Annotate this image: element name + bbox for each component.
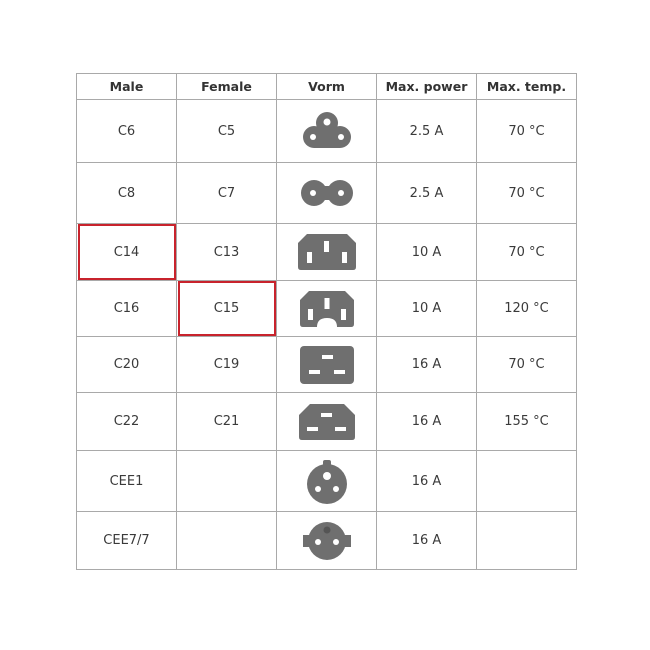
power-cell: 10 A — [376, 223, 477, 281]
power-cell: 16 A — [376, 392, 477, 451]
temp-cell: 70 °C — [476, 336, 577, 393]
header-vorm: Vorm — [276, 73, 377, 100]
shape-cell — [276, 223, 377, 281]
female-cell: C15 — [176, 280, 277, 337]
temp-cell: 70 °C — [476, 223, 577, 281]
header-row: Male Female Vorm Max. power Max. temp. — [76, 73, 577, 100]
c7-figure-eight-connector-icon — [277, 178, 376, 208]
shape-cell — [276, 162, 377, 224]
table-row: C20 C19 16 A 70 °C — [76, 336, 577, 393]
temp-cell: 120 °C — [476, 280, 577, 337]
power-cell: 10 A — [376, 280, 477, 337]
female-cell: C13 — [176, 223, 277, 281]
female-cell — [176, 511, 277, 570]
temp-cell: 155 °C — [476, 392, 577, 451]
c21-connector-icon — [277, 403, 376, 441]
power-cell: 2.5 A — [376, 99, 477, 163]
male-cell: C16 — [76, 280, 177, 337]
male-cell: CEE7/7 — [76, 511, 177, 570]
table-row: C16 C15 10 A 120 °C — [76, 280, 577, 337]
c13-connector-icon — [277, 233, 376, 271]
male-cell: C22 — [76, 392, 177, 451]
connector-table: Male Female Vorm Max. power Max. temp. C… — [76, 73, 577, 570]
male-cell: C8 — [76, 162, 177, 224]
shape-cell — [276, 392, 377, 451]
c15-notched-connector-icon — [277, 290, 376, 328]
table-row: CEE7/7 16 A — [76, 511, 577, 570]
male-cell: C14 — [76, 223, 177, 281]
cee7-schuko-plug-icon — [277, 519, 376, 563]
shape-cell — [276, 511, 377, 570]
female-cell: C7 — [176, 162, 277, 224]
shape-cell — [276, 280, 377, 337]
female-cell: C21 — [176, 392, 277, 451]
male-cell: C20 — [76, 336, 177, 393]
c5-cloverleaf-connector-icon — [277, 109, 376, 153]
temp-cell: 70 °C — [476, 162, 577, 224]
shape-cell — [276, 450, 377, 512]
shape-cell — [276, 336, 377, 393]
male-cell: CEE1 — [76, 450, 177, 512]
power-cell: 2.5 A — [376, 162, 477, 224]
female-cell: C19 — [176, 336, 277, 393]
female-cell: C5 — [176, 99, 277, 163]
temp-cell — [476, 450, 577, 512]
header-female: Female — [176, 73, 277, 100]
table-row: C8 C7 2.5 A 70 °C — [76, 162, 577, 224]
table-row: C22 C21 16 A 155 °C — [76, 392, 577, 451]
shape-cell — [276, 99, 377, 163]
power-cell: 16 A — [376, 511, 477, 570]
power-cell: 16 A — [376, 336, 477, 393]
header-male: Male — [76, 73, 177, 100]
power-cell: 16 A — [376, 450, 477, 512]
table-row: C6 C5 2.5 A 70 °C — [76, 99, 577, 163]
female-cell — [176, 450, 277, 512]
male-cell: C6 — [76, 99, 177, 163]
cee1-round-plug-icon — [277, 457, 376, 505]
temp-cell: 70 °C — [476, 99, 577, 163]
header-max-temp: Max. temp. — [476, 73, 577, 100]
table-row: C14 C13 10 A 70 °C — [76, 223, 577, 281]
table-row: CEE1 16 A — [76, 450, 577, 512]
temp-cell — [476, 511, 577, 570]
header-max-power: Max. power — [376, 73, 477, 100]
c19-connector-icon — [277, 345, 376, 385]
